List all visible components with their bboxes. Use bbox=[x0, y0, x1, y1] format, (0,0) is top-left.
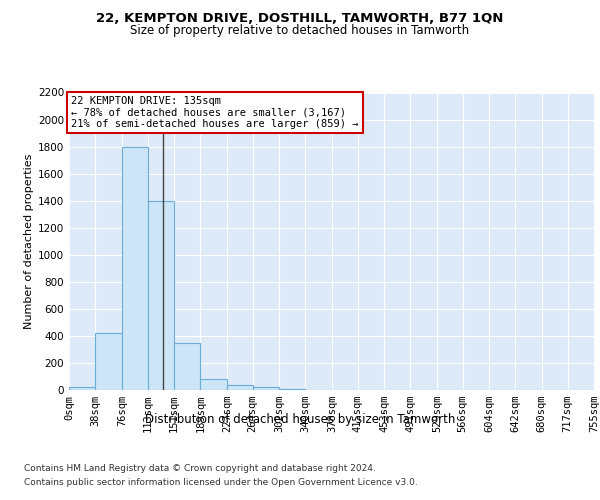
Bar bbox=[253, 388, 279, 390]
Bar bbox=[200, 379, 227, 390]
Y-axis label: Number of detached properties: Number of detached properties bbox=[24, 154, 34, 329]
Bar bbox=[148, 200, 174, 390]
Bar bbox=[69, 388, 95, 390]
Bar bbox=[174, 342, 200, 390]
Text: Distribution of detached houses by size in Tamworth: Distribution of detached houses by size … bbox=[145, 412, 455, 426]
Text: 22, KEMPTON DRIVE, DOSTHILL, TAMWORTH, B77 1QN: 22, KEMPTON DRIVE, DOSTHILL, TAMWORTH, B… bbox=[97, 12, 503, 26]
Text: Size of property relative to detached houses in Tamworth: Size of property relative to detached ho… bbox=[130, 24, 470, 37]
Text: Contains public sector information licensed under the Open Government Licence v3: Contains public sector information licen… bbox=[24, 478, 418, 487]
Text: 22 KEMPTON DRIVE: 135sqm
← 78% of detached houses are smaller (3,167)
21% of sem: 22 KEMPTON DRIVE: 135sqm ← 78% of detach… bbox=[71, 96, 359, 129]
Bar bbox=[95, 333, 122, 390]
Bar bbox=[227, 386, 253, 390]
Bar bbox=[122, 146, 148, 390]
Text: Contains HM Land Registry data © Crown copyright and database right 2024.: Contains HM Land Registry data © Crown c… bbox=[24, 464, 376, 473]
